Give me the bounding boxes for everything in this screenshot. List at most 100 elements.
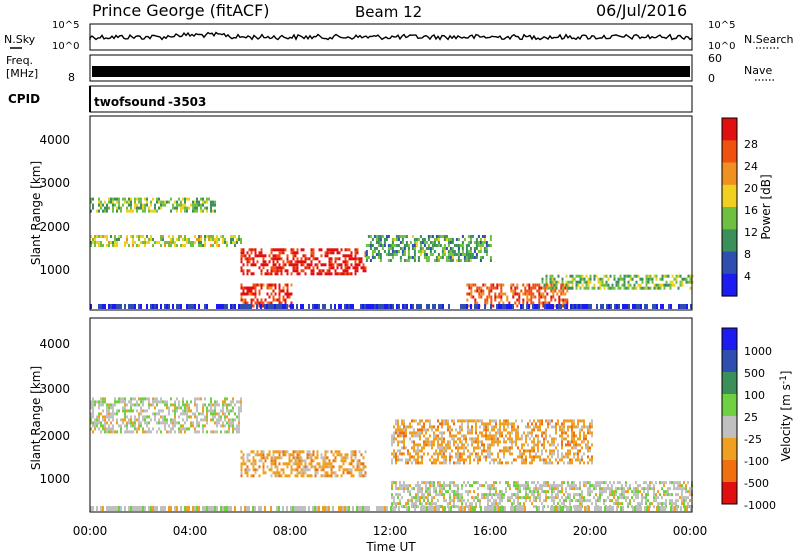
heatmap-cell (689, 487, 691, 491)
heatmap-cell (563, 437, 565, 441)
heatmap-cell (379, 256, 382, 259)
heatmap-cell (94, 244, 96, 247)
heatmap-cell (342, 260, 345, 264)
heatmap-cell (364, 251, 367, 255)
heatmap-cell (330, 257, 333, 261)
heatmap-cell (270, 251, 273, 255)
heatmap-cell (633, 490, 635, 494)
heatmap-cell (184, 412, 186, 416)
heatmap-cell (92, 409, 94, 413)
heatmap-cell (246, 260, 249, 264)
heatmap-cell (576, 304, 578, 309)
heatmap-cell (202, 427, 204, 431)
heatmap-cell (288, 459, 291, 463)
heatmap-cell (312, 459, 315, 463)
heatmap-cell (471, 253, 474, 256)
heatmap-cell (429, 490, 431, 494)
heatmap-cell (687, 280, 690, 284)
heatmap-cell (98, 415, 100, 419)
heatmap-cell (498, 304, 500, 309)
heatmap-cell (433, 452, 435, 456)
heatmap-cell (96, 418, 98, 422)
heatmap-cell (437, 493, 439, 497)
heatmap-cell (461, 428, 463, 432)
heatmap-cell (260, 272, 263, 276)
heatmap-cell (240, 409, 242, 413)
heatmap-cell (116, 304, 118, 309)
heatmap-cell (459, 452, 461, 456)
heatmap-cell (539, 484, 541, 488)
heatmap-cell (409, 425, 411, 429)
heatmap-cell (581, 499, 583, 503)
heatmap-cell (108, 406, 110, 410)
heatmap-cell (475, 419, 477, 423)
heatmap-cell (617, 286, 620, 290)
heatmap-cell (326, 462, 329, 466)
heatmap-cell (530, 292, 533, 296)
heatmap-cell (645, 502, 647, 506)
heatmap-cell (427, 419, 429, 423)
heatmap-cell (340, 456, 343, 460)
heatmap-cell (487, 422, 489, 426)
heatmap-cell (533, 443, 535, 447)
heatmap-cell (499, 458, 501, 462)
heatmap-cell (591, 455, 593, 459)
heatmap-cell (431, 428, 433, 432)
heatmap-cell (332, 453, 335, 457)
heatmap-cell (466, 283, 469, 287)
heatmap-cell (435, 238, 438, 241)
heatmap-cell (685, 490, 687, 494)
heatmap-cell (465, 256, 468, 259)
heatmap-cell (675, 502, 677, 506)
heatmap-cell (491, 484, 493, 488)
heatmap-cell (585, 280, 588, 284)
heatmap-cell (222, 400, 224, 404)
heatmap-cell (92, 238, 94, 241)
heatmap-cell (644, 304, 646, 309)
heatmap-cell (567, 283, 570, 287)
heatmap-cell (238, 406, 240, 410)
heatmap-cell (130, 406, 132, 410)
heatmap-cell (541, 280, 544, 284)
heatmap-cell (292, 269, 295, 273)
heatmap-cell (550, 304, 552, 309)
heatmap-cell (210, 209, 212, 213)
heatmap-cell (154, 241, 156, 244)
heatmap-cell (250, 251, 253, 255)
heatmap-cell (477, 440, 479, 444)
heatmap-cell (565, 496, 567, 500)
heatmap-cell (250, 257, 253, 261)
heatmap-cell (495, 434, 497, 438)
heatmap-cell (399, 434, 401, 438)
heatmap-cell (555, 458, 557, 462)
heatmap-cell (389, 253, 392, 256)
heatmap-cell (575, 283, 578, 287)
heatmap-cell (154, 397, 156, 401)
heatmap-cell (395, 238, 398, 241)
heatmap-cell (260, 506, 262, 511)
heatmap-cell (350, 462, 353, 466)
heatmap-cell (665, 481, 667, 485)
heatmap-cell (136, 206, 138, 210)
heatmap-cell (94, 238, 96, 241)
heatmap-cell (170, 506, 172, 511)
heatmap-cell (547, 496, 549, 500)
heatmap-cell (407, 487, 409, 491)
heatmap-cell (435, 502, 437, 506)
heatmap-cell (675, 280, 678, 284)
heatmap-cell (551, 440, 553, 444)
heatmap-cell (465, 484, 467, 488)
heatmap-cell (224, 238, 226, 241)
heatmap-cell (432, 304, 434, 309)
heatmap-cell (182, 244, 184, 247)
heatmap-cell (158, 418, 160, 422)
heatmap-cell (486, 506, 488, 511)
heatmap-cell (108, 403, 110, 407)
heatmap-cell (240, 403, 242, 407)
heatmap-cell (282, 304, 284, 309)
heatmap-cell (126, 209, 128, 213)
heatmap-cell (473, 241, 476, 244)
heatmap-cell (324, 459, 327, 463)
heatmap-cell (360, 474, 363, 478)
heatmap-cell (132, 244, 134, 247)
